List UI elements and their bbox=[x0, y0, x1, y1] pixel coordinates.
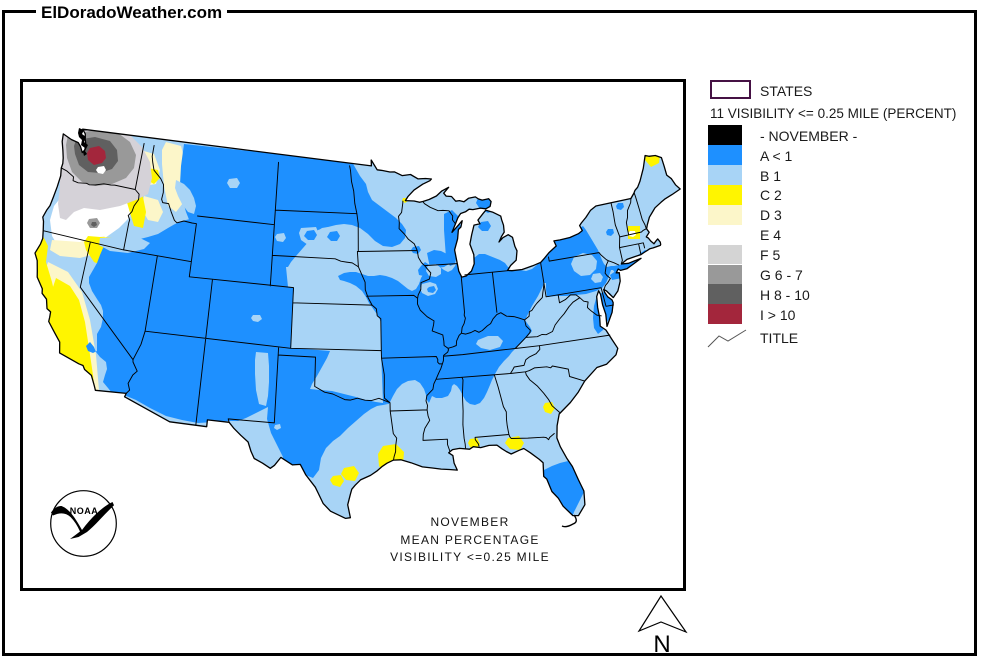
svg-text:N: N bbox=[653, 631, 670, 656]
svg-text:NOAA: NOAA bbox=[70, 506, 99, 516]
